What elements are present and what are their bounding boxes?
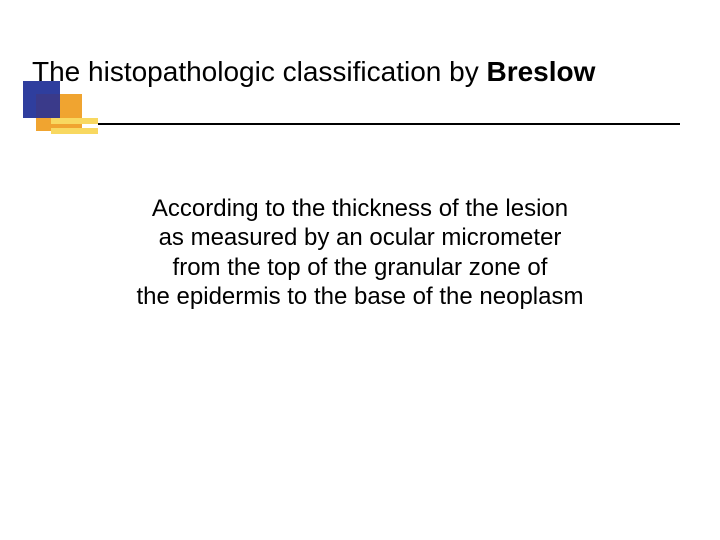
body-line: According to the thickness of the lesion bbox=[70, 194, 650, 223]
body-line: as measured by an ocular micrometer bbox=[70, 223, 650, 252]
accent-yellow-bar-bottom bbox=[51, 128, 98, 134]
body-line: from the top of the granular zone of bbox=[70, 253, 650, 282]
body-line: the epidermis to the base of the neoplas… bbox=[70, 282, 650, 311]
title-bold: Breslow bbox=[486, 56, 595, 87]
slide-body: According to the thickness of the lesion… bbox=[70, 194, 650, 311]
slide: The histopathologic classification by Br… bbox=[0, 0, 720, 540]
title-plain: The histopathologic classification by bbox=[32, 56, 486, 87]
title-divider bbox=[98, 123, 680, 125]
accent-yellow-bar-top bbox=[51, 118, 98, 124]
slide-title: The histopathologic classification by Br… bbox=[32, 56, 692, 88]
accent-overlap bbox=[36, 94, 60, 118]
